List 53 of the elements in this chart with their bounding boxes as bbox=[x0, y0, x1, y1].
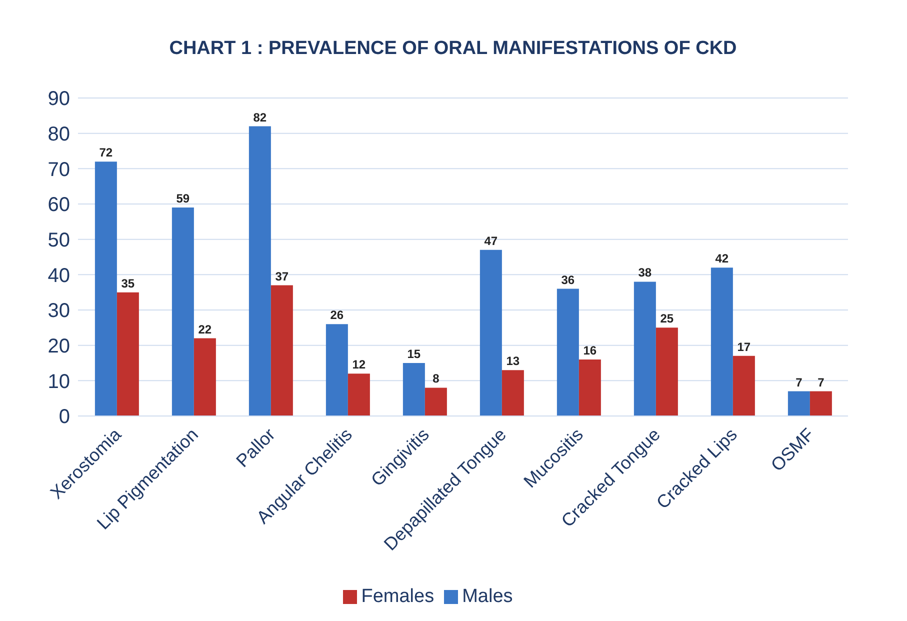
y-tick-label: 60 bbox=[48, 194, 70, 216]
bar bbox=[424, 388, 447, 416]
bar bbox=[248, 126, 271, 416]
data-label: 16 bbox=[583, 343, 597, 358]
data-label: 36 bbox=[561, 272, 575, 287]
data-label: 26 bbox=[330, 308, 344, 322]
bar bbox=[556, 288, 579, 416]
bar bbox=[656, 328, 678, 416]
y-tick-label: 30 bbox=[48, 300, 70, 322]
bar bbox=[710, 268, 733, 416]
data-label: 22 bbox=[198, 322, 212, 336]
y-tick-label: 10 bbox=[48, 370, 70, 393]
data-label: 8 bbox=[432, 372, 440, 386]
data-label: 25 bbox=[660, 312, 674, 326]
bar bbox=[116, 292, 139, 416]
data-label: 7 bbox=[818, 375, 825, 390]
data-label: 82 bbox=[253, 110, 267, 124]
bar bbox=[270, 285, 293, 416]
data-label: 72 bbox=[99, 146, 113, 160]
data-label: 42 bbox=[715, 252, 729, 266]
y-tick-label: 50 bbox=[48, 229, 70, 252]
bar bbox=[732, 356, 755, 416]
legend-label: Females bbox=[361, 586, 434, 607]
bar bbox=[194, 338, 216, 416]
data-label: 13 bbox=[506, 354, 520, 368]
data-label: 15 bbox=[407, 347, 421, 361]
bar bbox=[402, 363, 425, 416]
bar bbox=[502, 370, 524, 416]
data-label: 47 bbox=[484, 234, 498, 248]
y-tick-label: 80 bbox=[48, 123, 70, 146]
data-label: 38 bbox=[638, 266, 652, 280]
bar bbox=[172, 208, 194, 416]
y-tick-label: 90 bbox=[48, 88, 70, 110]
bar bbox=[348, 374, 370, 416]
legend-label: Males bbox=[462, 586, 513, 607]
data-label: 59 bbox=[176, 192, 190, 206]
bar bbox=[326, 324, 348, 416]
data-label: 37 bbox=[275, 269, 289, 284]
data-label: 7 bbox=[796, 375, 803, 390]
data-label: 17 bbox=[737, 340, 751, 354]
data-label: 12 bbox=[352, 358, 366, 372]
bar bbox=[788, 391, 810, 416]
data-label: 35 bbox=[121, 276, 135, 290]
bar bbox=[94, 162, 117, 416]
bar bbox=[634, 282, 656, 416]
y-tick-label: 40 bbox=[48, 264, 70, 287]
y-tick-label: 0 bbox=[58, 406, 70, 428]
chart-title: CHART 1 : PREVALENCE OF ORAL MANIFESTATIONS OF CKD bbox=[168, 37, 738, 61]
y-tick-label: 20 bbox=[48, 335, 70, 358]
bar bbox=[480, 250, 502, 416]
bar bbox=[578, 359, 601, 416]
bar bbox=[810, 391, 832, 416]
y-tick-label: 70 bbox=[48, 158, 70, 181]
